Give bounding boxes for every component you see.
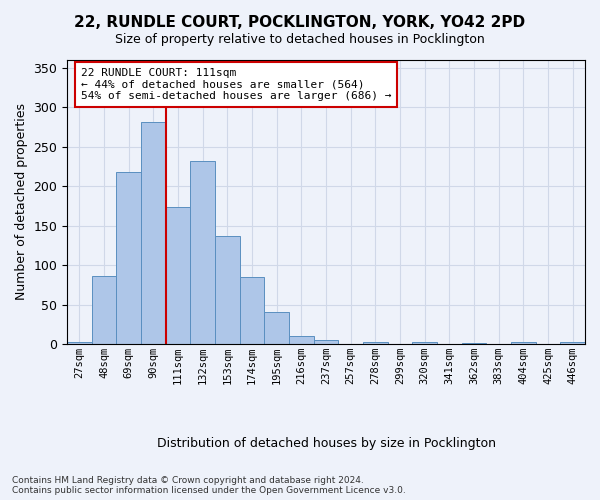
Bar [462,343,487,344]
X-axis label: Distribution of detached houses by size in Pocklington: Distribution of detached houses by size … [157,437,496,450]
Y-axis label: Number of detached properties: Number of detached properties [15,104,28,300]
Text: 22, RUNDLE COURT, POCKLINGTON, YORK, YO42 2PD: 22, RUNDLE COURT, POCKLINGTON, YORK, YO4… [74,15,526,30]
Text: 22 RUNDLE COURT: 111sqm
← 44% of detached houses are smaller (564)
54% of semi-d: 22 RUNDLE COURT: 111sqm ← 44% of detache… [81,68,391,101]
Bar [289,336,314,344]
Text: Contains HM Land Registry data © Crown copyright and database right 2024.
Contai: Contains HM Land Registry data © Crown c… [12,476,406,495]
Bar [511,342,536,344]
Bar [67,342,92,344]
Bar [92,276,116,344]
Bar [141,122,166,344]
Bar [240,277,265,344]
Bar [166,206,190,344]
Bar [412,342,437,344]
Bar [265,312,289,344]
Bar [560,342,585,344]
Bar [116,172,141,344]
Bar [215,236,240,344]
Bar [363,342,388,344]
Bar [314,340,338,344]
Bar [190,161,215,344]
Text: Size of property relative to detached houses in Pocklington: Size of property relative to detached ho… [115,32,485,46]
